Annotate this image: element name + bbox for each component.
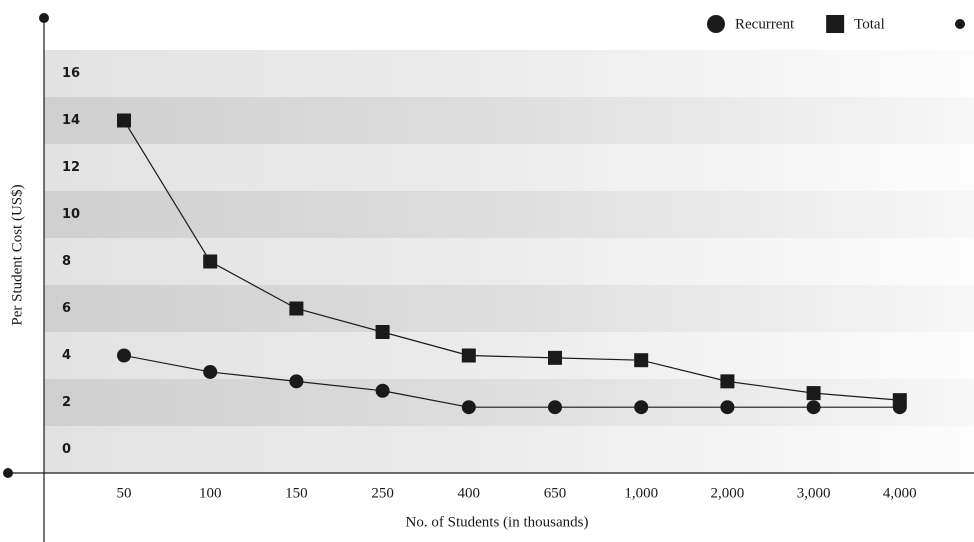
y-tick-label: 10 xyxy=(62,207,80,222)
x-tick-label: 250 xyxy=(371,485,394,501)
x-tick-label: 4,000 xyxy=(883,485,917,501)
grid-band xyxy=(44,332,974,379)
series-line xyxy=(123,120,900,401)
marker xyxy=(548,400,562,415)
legend-marker xyxy=(826,15,845,33)
grid-band xyxy=(44,50,974,97)
x-axis-title: No. of Students (in thousands) xyxy=(406,514,589,530)
y-tick-label: 12 xyxy=(62,160,80,175)
bands xyxy=(44,50,974,473)
x-tick-label: 3,000 xyxy=(797,485,831,501)
grid-band xyxy=(44,379,974,426)
x-tick-label: 150 xyxy=(285,485,308,501)
series-line xyxy=(123,354,900,408)
marker xyxy=(634,400,649,415)
marker xyxy=(548,350,562,365)
y-tick-label: 8 xyxy=(62,254,71,269)
grid-band xyxy=(44,191,974,238)
y-tick-label: 14 xyxy=(62,113,80,128)
marker xyxy=(806,400,821,415)
marker xyxy=(289,374,304,389)
corner-dot xyxy=(955,19,965,29)
marker xyxy=(892,393,907,408)
grid-band xyxy=(44,238,974,285)
y-axis-title: Per Student Cost (US$) xyxy=(9,184,25,325)
x-tick-label: 650 xyxy=(544,485,567,501)
axis-end xyxy=(39,13,49,23)
legend-label: Total xyxy=(854,16,885,32)
y-tick-label: 4 xyxy=(62,348,71,363)
marker xyxy=(720,374,735,389)
y-tick-label: 16 xyxy=(62,66,80,81)
x-tick-label: 1,000 xyxy=(624,485,658,501)
marker xyxy=(634,353,649,368)
x-tick-label: 50 xyxy=(117,485,132,501)
marker xyxy=(461,348,476,363)
marker xyxy=(806,386,821,401)
marker xyxy=(203,364,218,379)
grid-band xyxy=(44,144,974,191)
marker xyxy=(289,301,304,316)
legend-label: Recurrent xyxy=(735,16,795,32)
y-tick-label: 6 xyxy=(62,301,71,316)
marker xyxy=(375,383,390,398)
y-tick-label: 2 xyxy=(62,395,71,410)
grid-band xyxy=(44,97,974,144)
marker xyxy=(461,400,476,415)
x-tick-label: 2,000 xyxy=(711,485,745,501)
marker xyxy=(375,325,390,339)
axis-end xyxy=(3,468,13,478)
x-tick-label: 400 xyxy=(458,485,481,501)
marker xyxy=(203,254,218,269)
x-tick-label: 100 xyxy=(199,485,222,501)
grid-band xyxy=(44,426,974,473)
marker xyxy=(720,400,735,415)
legend-marker xyxy=(707,15,725,33)
y-tick-label: 0 xyxy=(62,442,71,457)
grid-band xyxy=(44,285,974,332)
marker xyxy=(117,348,131,363)
marker xyxy=(117,113,131,128)
